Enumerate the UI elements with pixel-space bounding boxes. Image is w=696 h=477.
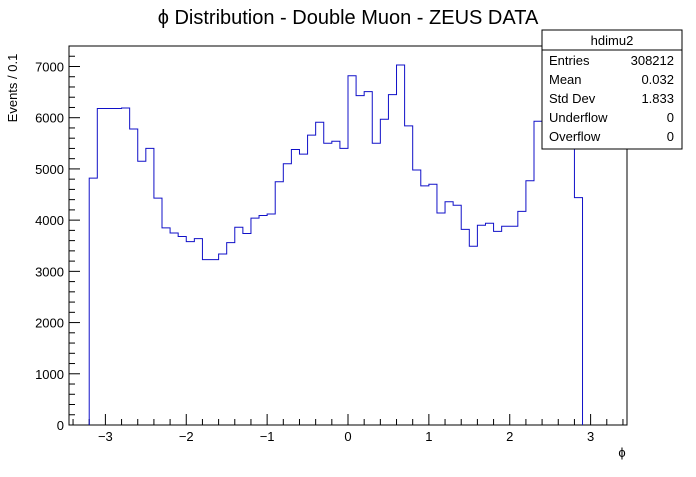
y-tick-label: 1000 bbox=[35, 367, 64, 382]
stats-row-value: 308212 bbox=[631, 53, 674, 68]
x-tick-label: −1 bbox=[260, 429, 275, 444]
stats-row-value: 0.032 bbox=[641, 72, 674, 87]
stats-row-value: 0 bbox=[667, 129, 674, 144]
stats-row-label: Mean bbox=[549, 72, 582, 87]
stats-row-label: Underflow bbox=[549, 110, 608, 125]
y-tick-label: 3000 bbox=[35, 264, 64, 279]
y-axis-label: Events / 0.1 bbox=[5, 54, 20, 123]
chart-title: ϕ Distribution - Double Muon - ZEUS DATA bbox=[158, 7, 539, 29]
x-tick-label: −3 bbox=[98, 429, 113, 444]
stats-row-label: Std Dev bbox=[549, 91, 596, 106]
histogram-layer bbox=[88, 64, 584, 425]
x-axis-label: ϕ bbox=[618, 445, 625, 460]
stats-row-label: Overflow bbox=[549, 129, 601, 144]
x-tick-label: −2 bbox=[179, 429, 194, 444]
stats-row-label: Entries bbox=[549, 53, 590, 68]
y-tick-label: 7000 bbox=[35, 59, 64, 74]
axes-layer: −3 −2 −1 0 1 2 3 0 1000 2000 3000 4000 5000 6000 7000 bbox=[35, 45, 628, 444]
y-tick-label: 2000 bbox=[35, 316, 64, 331]
x-tick-label: 2 bbox=[506, 429, 513, 444]
y-tick-label: 0 bbox=[57, 418, 64, 433]
stats-row-value: 1.833 bbox=[641, 91, 674, 106]
y-tick-label: 6000 bbox=[35, 111, 64, 126]
x-tick-label: 1 bbox=[425, 429, 432, 444]
y-tick-label: 5000 bbox=[35, 162, 64, 177]
y-tick-label: 4000 bbox=[35, 213, 64, 228]
x-tick-label: 3 bbox=[587, 429, 594, 444]
stats-box-title: hdimu2 bbox=[591, 33, 634, 48]
histogram-outline bbox=[88, 64, 584, 425]
x-tick-label: 0 bbox=[344, 429, 351, 444]
stats-row-value: 0 bbox=[667, 110, 674, 125]
